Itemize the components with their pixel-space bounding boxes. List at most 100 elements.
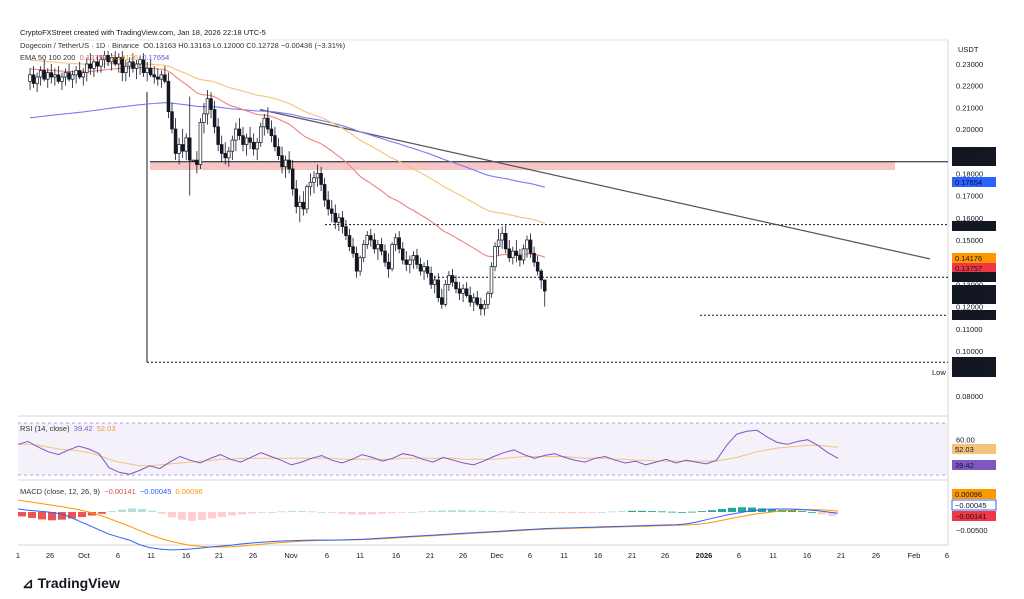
macd-histogram-bar bbox=[688, 511, 696, 513]
candle bbox=[241, 135, 245, 145]
macd-pane[interactable] bbox=[17, 499, 839, 551]
candle bbox=[404, 259, 409, 265]
tradingview-logo-text: TradingView bbox=[37, 575, 120, 591]
time-tick: 1 bbox=[16, 551, 20, 560]
time-tick: 21 bbox=[628, 551, 636, 560]
tradingview-logo[interactable]: ⊿ TradingView bbox=[22, 575, 120, 592]
time-tick: Nov bbox=[284, 551, 298, 560]
macd-histogram-bar bbox=[408, 512, 416, 513]
macd-histogram-bar bbox=[808, 512, 816, 513]
price-label: 0.09500 bbox=[955, 358, 982, 367]
candle bbox=[227, 150, 231, 159]
ema-legend-label[interactable]: EMA 50 100 200 bbox=[20, 53, 76, 62]
ema200-line bbox=[29, 102, 545, 188]
candle bbox=[145, 67, 149, 74]
price-tick: 0.23000 bbox=[956, 60, 983, 69]
price-label-bg bbox=[952, 253, 996, 263]
candle bbox=[443, 284, 448, 305]
macd-histogram-bar bbox=[148, 510, 156, 512]
macd-histogram-bar bbox=[598, 512, 606, 513]
price-tick: 0.12000 bbox=[956, 303, 983, 312]
macd-line bbox=[17, 508, 839, 551]
macd-histogram-bar bbox=[518, 512, 526, 513]
rsi-line bbox=[17, 429, 839, 475]
candle bbox=[489, 266, 494, 294]
macd-histogram-bar bbox=[398, 512, 406, 513]
price-tick: 0.21000 bbox=[956, 103, 983, 112]
candle bbox=[532, 252, 536, 263]
candle bbox=[464, 288, 469, 296]
price-label: 0.14176 bbox=[955, 254, 982, 263]
candle bbox=[337, 217, 341, 223]
price-tick: 0.22000 bbox=[956, 82, 983, 91]
candle bbox=[56, 74, 61, 82]
time-axis[interactable]: 1 26 Oct 6 11 16 21 26 Nov 6 11 16 21 26 Dec 6 11 16 21 26 2… bbox=[16, 551, 949, 560]
candle bbox=[138, 59, 142, 65]
candle bbox=[106, 55, 110, 63]
price-label-bg bbox=[952, 156, 996, 166]
rsi-title[interactable]: RSI (14, close) bbox=[20, 424, 70, 433]
macd-histogram-bar bbox=[248, 512, 256, 514]
macd-histogram-bar bbox=[578, 512, 586, 513]
candle bbox=[354, 252, 359, 272]
candle bbox=[92, 61, 96, 69]
time-tick: 11 bbox=[769, 551, 777, 560]
candle bbox=[496, 239, 501, 248]
time-tick: 6 bbox=[325, 551, 329, 560]
candle bbox=[365, 235, 370, 245]
candle bbox=[454, 281, 458, 290]
candle bbox=[259, 126, 263, 143]
macd-histogram-bar bbox=[278, 511, 286, 513]
candle bbox=[461, 288, 465, 294]
low-tag: Low bbox=[932, 368, 946, 377]
candle bbox=[262, 117, 267, 128]
macd-histogram-bar bbox=[208, 512, 216, 519]
macd-histogram-bar bbox=[498, 511, 506, 513]
price-pane[interactable] bbox=[18, 39, 949, 546]
macd-histogram-bar bbox=[108, 511, 116, 512]
macd-histogram-bar bbox=[348, 512, 356, 515]
symbol-name[interactable]: Dogecoin / TetherUS · 1D · Binance bbox=[20, 41, 140, 50]
candle bbox=[450, 275, 455, 283]
candle bbox=[525, 239, 529, 250]
candle bbox=[486, 292, 490, 305]
price-label-bg bbox=[952, 357, 996, 367]
macd-histogram-bar bbox=[818, 512, 826, 515]
macd-histogram-bar bbox=[238, 512, 246, 515]
macd-histogram-bar bbox=[178, 512, 186, 520]
candle bbox=[390, 244, 394, 270]
macd-line-value: −0.00045 bbox=[139, 487, 172, 496]
candle bbox=[386, 261, 391, 270]
price-axis[interactable]: 0.23000 0.22000 0.21000 0.20000 0.18000 0.170… bbox=[932, 60, 997, 535]
macd-legend: MACD (close, 12, 26, 9) −0.00141 −0.0004… bbox=[20, 487, 203, 496]
candle bbox=[74, 70, 78, 76]
price-label-bg bbox=[952, 272, 996, 282]
time-tick: 16 bbox=[392, 551, 400, 560]
macd-histogram-bar bbox=[338, 512, 346, 514]
rsi-label-bg bbox=[952, 444, 996, 454]
macd-histogram-bar bbox=[78, 512, 86, 518]
macd-histogram-bar bbox=[658, 511, 666, 513]
price-label: 0.11612 bbox=[955, 311, 982, 320]
candle bbox=[401, 248, 405, 261]
macd-signal-line bbox=[17, 499, 839, 548]
candle bbox=[393, 237, 398, 245]
candle bbox=[376, 244, 380, 250]
candle bbox=[223, 153, 228, 159]
time-tick: 21 bbox=[837, 551, 845, 560]
candle bbox=[205, 98, 210, 115]
candle bbox=[280, 155, 284, 168]
candle bbox=[85, 63, 89, 74]
macd-title[interactable]: MACD (close, 12, 26, 9) bbox=[20, 487, 101, 496]
candle bbox=[148, 67, 153, 76]
price-tick: 0.20000 bbox=[956, 125, 983, 134]
rsi-label-bg bbox=[952, 460, 996, 470]
macd-signal-value: 0.00096 bbox=[175, 487, 203, 496]
macd-histogram-bar bbox=[268, 512, 276, 513]
candle bbox=[45, 72, 50, 80]
macd-histogram-bar bbox=[718, 509, 726, 512]
rsi-pane[interactable] bbox=[17, 422, 948, 476]
candle bbox=[70, 74, 75, 80]
candle bbox=[535, 261, 540, 272]
